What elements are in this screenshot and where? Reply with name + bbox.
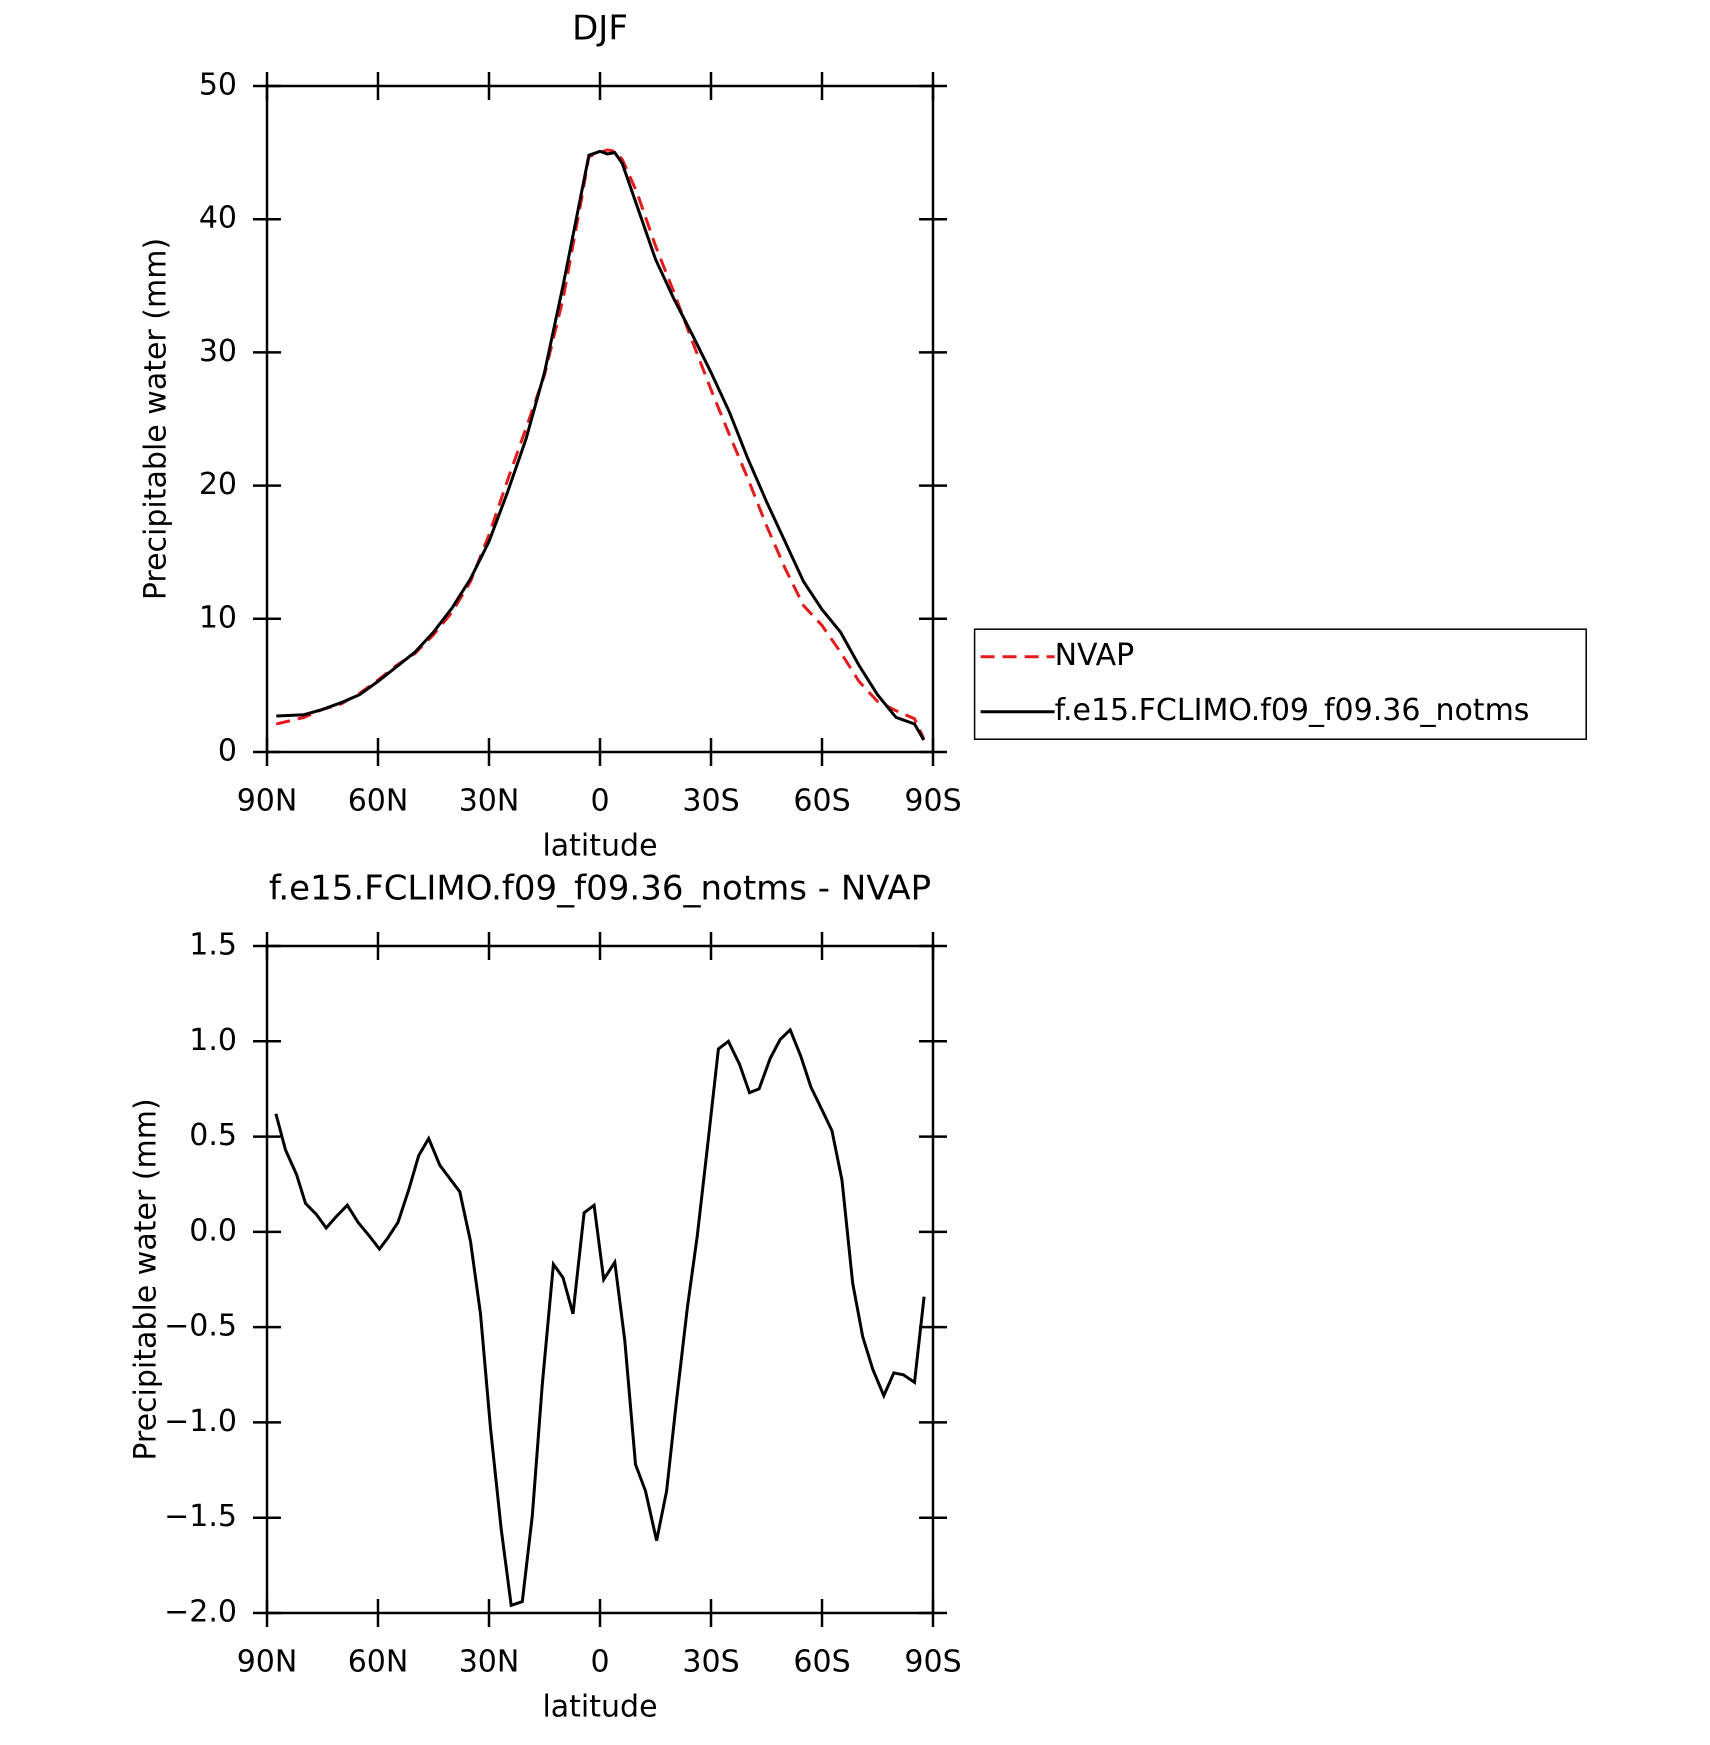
x-tick-label: 60S [793, 784, 850, 819]
x-tick-label: 90N [237, 1645, 298, 1680]
y-tick-label: 0 [218, 734, 237, 769]
y-tick-label: 0.0 [189, 1213, 237, 1248]
x-tick-label: 0 [590, 784, 609, 819]
y-tick-label: 40 [199, 201, 237, 236]
legend-box [973, 628, 1587, 740]
y-axis-label: Precipitable water (mm) [139, 238, 174, 600]
x-tick-label: 60N [348, 784, 409, 819]
x-axis-label: latitude [542, 1690, 657, 1725]
x-tick-label: 30S [682, 1645, 739, 1680]
y-tick-label: 1.0 [189, 1023, 237, 1058]
y-tick-label: 10 [199, 600, 237, 635]
chart-title: f.e15.FCLIMO.f09_f09.36_notms - NVAP [269, 869, 931, 909]
y-tick-label: −0.5 [164, 1309, 237, 1344]
y-tick-label: −2.0 [164, 1595, 237, 1630]
y-tick-label: 50 [199, 68, 237, 103]
legend-label: NVAP [1055, 638, 1135, 673]
y-tick-label: −1.0 [164, 1404, 237, 1439]
y-tick-label: 20 [199, 467, 237, 502]
data-line [275, 148, 926, 740]
plot-frame [265, 84, 935, 754]
legend-label: f.e15.FCLIMO.f09_f09.36_notms [1055, 693, 1530, 728]
chart-title: DJF [572, 9, 628, 49]
x-tick-label: 0 [590, 1645, 609, 1680]
y-tick-label: 30 [199, 334, 237, 369]
x-tick-label: 90N [237, 784, 298, 819]
x-tick-label: 90S [904, 1645, 961, 1680]
plot-frame [265, 944, 935, 1615]
x-tick-label: 30N [459, 784, 520, 819]
x-tick-label: 30N [459, 1645, 520, 1680]
data-line [274, 1027, 926, 1608]
y-tick-label: 0.5 [189, 1118, 237, 1153]
x-axis-label: latitude [542, 829, 657, 864]
y-axis-label: Precipitable water (mm) [129, 1098, 164, 1460]
x-tick-label: 30S [682, 784, 739, 819]
y-tick-label: −1.5 [164, 1499, 237, 1534]
y-tick-label: 1.5 [189, 928, 237, 963]
x-tick-label: 60N [348, 1645, 409, 1680]
x-tick-label: 60S [793, 1645, 850, 1680]
x-tick-label: 90S [904, 784, 961, 819]
data-line [276, 149, 926, 741]
